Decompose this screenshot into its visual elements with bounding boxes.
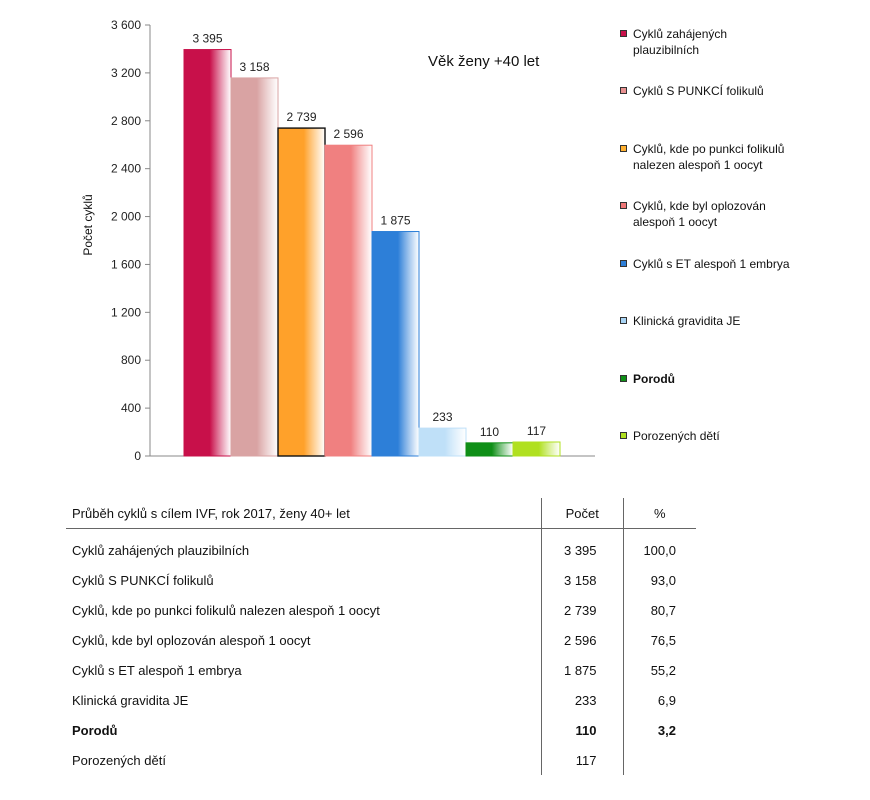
- legend-item: Klinická gravidita JE: [620, 313, 860, 329]
- table-row: Porodů 110 3,2: [66, 715, 696, 745]
- data-label: 3 158: [239, 60, 269, 74]
- column-header-count: Počet: [541, 498, 624, 529]
- legend-swatch: [620, 260, 627, 267]
- legend-label: Porodů: [633, 372, 675, 386]
- row-label: Porodů: [66, 715, 543, 745]
- legend-item: Cyklů S PUNKCÍ folikulů: [620, 83, 860, 99]
- chart-annotation: Věk ženy +40 let: [428, 53, 540, 70]
- legend-swatch: [620, 375, 627, 382]
- row-percent: 55,2: [650, 662, 676, 678]
- data-label: 117: [527, 424, 546, 438]
- bars: [183, 49, 561, 457]
- data-label: 233: [432, 410, 452, 424]
- legend-swatch: [620, 87, 627, 94]
- table-row: Cyklů zahájených plauzibilních 3 395 100,0: [66, 528, 696, 565]
- legend-item: Porozených dětí: [620, 428, 860, 444]
- row-percent: 76,5: [650, 632, 676, 648]
- y-tick-label: 3 200: [111, 66, 141, 80]
- legend-label: Cyklů zahájených plauzibilních: [633, 27, 728, 57]
- legend-label: Klinická gravidita JE: [633, 314, 741, 328]
- row-label: Cyklů S PUNKCÍ folikulů: [66, 565, 543, 595]
- row-count: 110: [541, 715, 624, 745]
- row-percent: 100,0: [643, 542, 676, 558]
- row-count: 3 395: [541, 528, 624, 565]
- row-label: Cyklů zahájených plauzibilních: [66, 528, 543, 565]
- legend-item: Cyklů, kde po punkci folikulů nalezen ale…: [620, 141, 860, 173]
- bar: [230, 77, 279, 457]
- y-tick-label: 1 600: [111, 257, 141, 271]
- row-label: Klinická gravidita JE: [66, 685, 543, 715]
- table-row: Cyklů s ET alespoň 1 embrya 1 875 55,2: [66, 655, 696, 685]
- y-tick-label: 2 000: [111, 210, 141, 224]
- bar: [371, 231, 420, 457]
- legend-label: Cyklů s ET alespoň 1 embrya: [633, 257, 790, 271]
- y-tick-label: 800: [121, 353, 141, 367]
- row-count: 1 875: [541, 655, 624, 685]
- row-label: Cyklů, kde byl oplozován alespoň 1 oocyt: [66, 625, 543, 655]
- legend-label: Cyklů S PUNKCÍ folikulů: [633, 84, 764, 98]
- table-row: Cyklů, kde byl oplozován alespoň 1 oocyt…: [66, 625, 696, 655]
- legend-label: Cyklů, kde po punkci folikulů nalezen ale…: [633, 142, 785, 172]
- table-row: Porozených dětí 117: [66, 745, 696, 775]
- legend-item: Cyklů zahájených plauzibilních: [620, 26, 860, 58]
- bar: [277, 127, 326, 457]
- bar: [512, 441, 561, 457]
- row-percent: 93,0: [650, 572, 676, 588]
- bar: [418, 427, 467, 457]
- row-percent: 3,2: [657, 722, 676, 738]
- legend-item: Cyklů s ET alespoň 1 embrya: [620, 256, 860, 272]
- table-row: Cyklů S PUNKCÍ folikulů 3 158 93,0: [66, 565, 696, 595]
- bar: [465, 442, 514, 457]
- column-header-percent: %: [623, 498, 696, 529]
- y-tick-label: 2 800: [111, 114, 141, 128]
- y-axis-label: Počet cyklů: [81, 194, 95, 255]
- bar: [183, 49, 232, 457]
- row-count: 233: [541, 685, 624, 715]
- row-count: 2 739: [541, 595, 624, 625]
- row-count: 117: [541, 745, 624, 775]
- row-label: Porozených dětí: [66, 745, 543, 775]
- y-tick-label: 400: [121, 401, 141, 415]
- legend-swatch: [620, 317, 627, 324]
- row-percent: 6,9: [657, 692, 676, 708]
- y-tick-label: 2 400: [111, 162, 141, 176]
- row-label: Cyklů s ET alespoň 1 embrya: [66, 655, 543, 685]
- y-tick-label: 3 600: [111, 18, 141, 32]
- row-count: 2 596: [541, 625, 624, 655]
- data-table: Průběh cyklů s cílem IVF, rok 2017, ženy…: [66, 498, 696, 775]
- y-axis: 0 400 800 1 200 1 600 2 000 2 400 2 800 3 200 3 6…: [111, 18, 595, 463]
- legend-label: Porozených dětí: [633, 429, 720, 443]
- y-tick-label: 0: [134, 449, 141, 463]
- data-label: 2 596: [333, 127, 363, 141]
- column-header-label: Průběh cyklů s cílem IVF, rok 2017, ženy…: [66, 498, 543, 529]
- legend-item: Porodů: [620, 371, 860, 387]
- row-percent: [623, 745, 696, 775]
- data-label: 3 395: [192, 32, 222, 46]
- data-label: 110: [480, 425, 499, 439]
- legend-item: Cyklů, kde byl oplozován alespoň 1 oocyt: [620, 198, 860, 230]
- table-row: Cyklů, kde po punkci folikulů nalezen al…: [66, 595, 696, 625]
- legend-swatch: [620, 145, 627, 152]
- row-label: Cyklů, kde po punkci folikulů nalezen al…: [66, 595, 543, 625]
- data-label: 2 739: [286, 110, 316, 124]
- table-header-row: Průběh cyklů s cílem IVF, rok 2017, ženy…: [66, 498, 696, 529]
- legend-label: Cyklů, kde byl oplozován alespoň 1 oocyt: [633, 199, 766, 229]
- table-row: Klinická gravidita JE 233 6,9: [66, 685, 696, 715]
- data-label: 1 875: [380, 214, 410, 228]
- data-labels: 3 395 3 158 2 739 2 596 1 875 233 110 117: [192, 32, 546, 439]
- legend-swatch: [620, 202, 627, 209]
- bar-chart: 0 400 800 1 200 1 600 2 000 2 400 2 800 3 200 3 6…: [81, 18, 595, 463]
- y-tick-label: 1 200: [111, 305, 141, 319]
- legend-swatch: [620, 432, 627, 439]
- row-count: 3 158: [541, 565, 624, 595]
- legend-swatch: [620, 30, 627, 37]
- bar: [324, 144, 373, 457]
- row-percent: 80,7: [650, 602, 676, 618]
